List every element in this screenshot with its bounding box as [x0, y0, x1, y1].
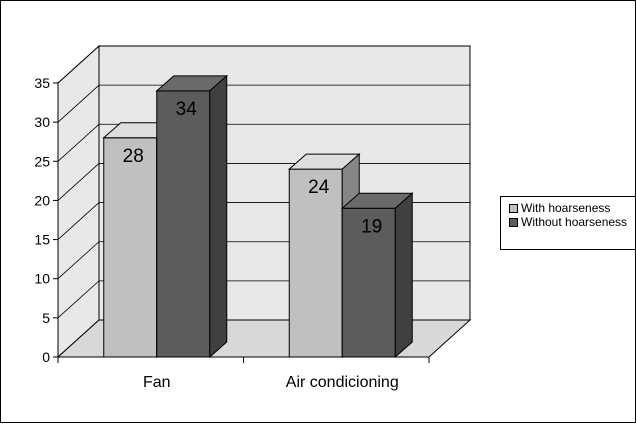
data-label: 34	[176, 99, 198, 120]
bar	[340, 192, 414, 359]
gridline	[57, 45, 470, 84]
bar-front	[156, 90, 211, 358]
bar-side	[394, 192, 413, 359]
bars	[102, 74, 414, 359]
gridline	[57, 84, 470, 123]
data-label: 19	[361, 216, 382, 237]
data-label: 24	[308, 177, 330, 198]
legend-swatch-with-hoarseness	[509, 204, 518, 213]
bar	[155, 74, 229, 359]
y-tick-label: 30	[34, 114, 50, 130]
y-tick-label: 15	[34, 232, 50, 248]
y-tick-label: 10	[34, 271, 50, 287]
y-tick-label: 35	[34, 75, 50, 91]
y-tick-label: 0	[42, 349, 50, 365]
bar-front	[341, 207, 396, 358]
legend-label-with-hoarseness: With hoarseness	[521, 201, 611, 215]
x-tick-label: Air condicioning	[286, 374, 399, 391]
y-tick-label: 20	[34, 192, 50, 208]
data-label: 28	[123, 146, 144, 167]
bar-front	[103, 137, 158, 358]
legend-label-without-hoarseness: Without hoarseness	[521, 215, 628, 229]
bar-front	[288, 168, 343, 358]
gridline	[57, 123, 470, 162]
bar-side	[209, 74, 228, 359]
side-wall	[57, 44, 100, 359]
x-tick-label: Fan	[143, 374, 171, 391]
y-tick-label: 25	[34, 153, 50, 169]
legend: With hoarseness Without hoarseness	[500, 196, 636, 250]
y-tick-label: 5	[42, 310, 50, 326]
legend-swatch-without-hoarseness	[509, 218, 518, 227]
labels: 28 34 Fan 24 19 Air condicioning	[123, 99, 399, 391]
